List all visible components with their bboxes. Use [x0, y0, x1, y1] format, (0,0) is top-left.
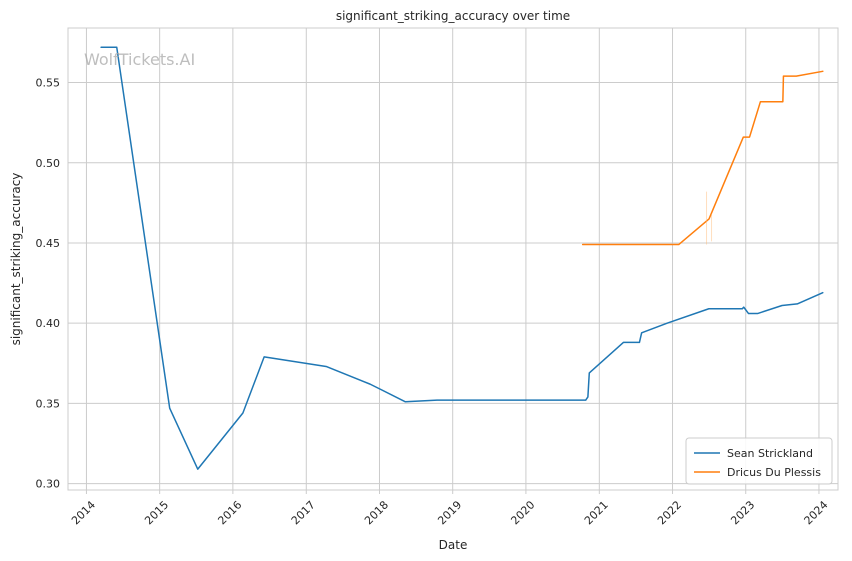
series-lines — [100, 46, 824, 470]
chart-title: significant_striking_accuracy over time — [336, 9, 570, 23]
legend-label-strickland: Sean Strickland — [727, 447, 813, 460]
legend-box — [685, 437, 833, 485]
x-tick-label: 2022 — [655, 498, 684, 527]
x-tick-label: 2016 — [215, 498, 244, 527]
x-tick-label: 2019 — [435, 498, 464, 527]
x-tick-label: 2020 — [508, 498, 537, 527]
grid — [68, 28, 838, 490]
x-tick-label: 2015 — [142, 498, 171, 527]
x-tick-label: 2017 — [289, 498, 318, 527]
legend: Sean Strickland Dricus Du Plessis — [685, 437, 833, 485]
y-tick-label: 0.40 — [36, 317, 61, 330]
x-tick-label: 2018 — [362, 498, 391, 527]
y-tick-label: 0.55 — [36, 77, 61, 90]
y-tick-label: 0.35 — [36, 397, 61, 410]
series-line-dricus-du-plessis — [581, 70, 824, 246]
x-tick-label: 2023 — [728, 498, 757, 527]
y-axis-label: significant_striking_accuracy — [9, 173, 23, 346]
x-axis-label: Date — [439, 538, 468, 552]
x-tick-label: 2021 — [582, 498, 611, 527]
x-tick-label: 2014 — [69, 498, 98, 527]
y-tick-label: 0.50 — [36, 157, 61, 170]
y-tick-label: 0.45 — [36, 237, 61, 250]
plot-frame — [67, 27, 839, 491]
y-tick-label: 0.30 — [36, 478, 61, 491]
x-tick-label: 2024 — [802, 498, 831, 527]
series-line-sean-strickland — [100, 46, 824, 470]
watermark: WolfTickets.AI — [84, 50, 195, 69]
legend-label-duplessis: Dricus Du Plessis — [727, 466, 821, 479]
